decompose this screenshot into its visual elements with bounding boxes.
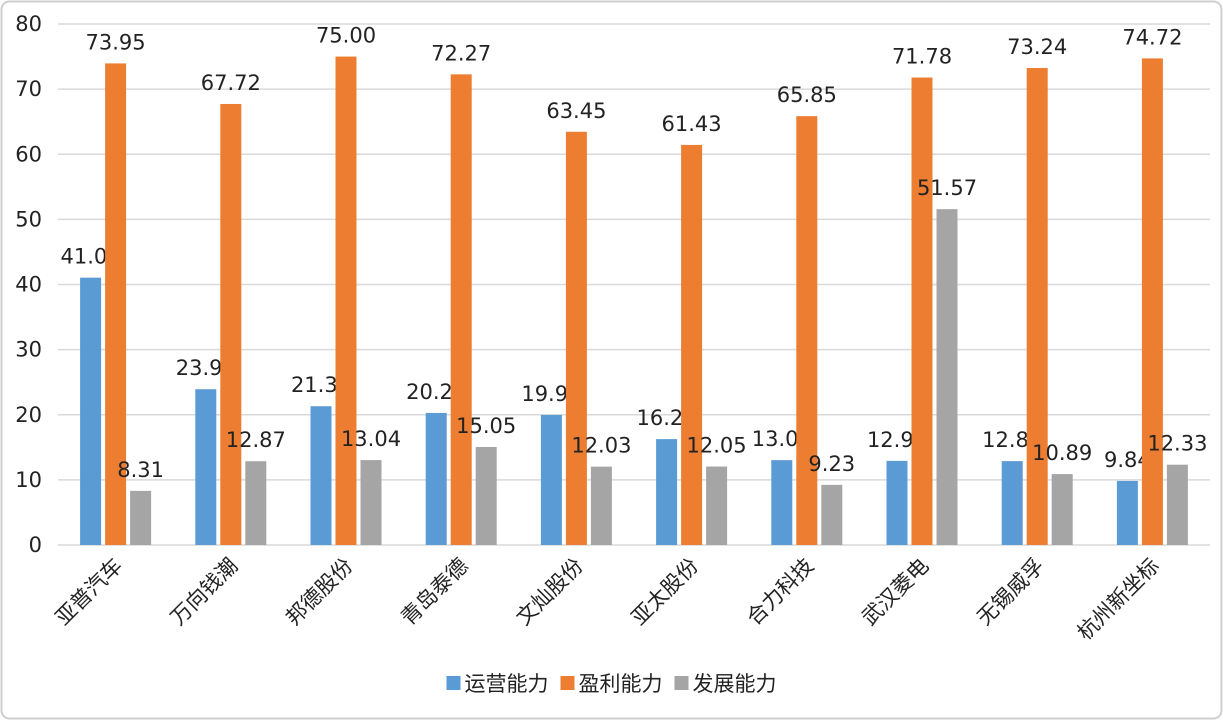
bar xyxy=(656,439,678,545)
bar xyxy=(796,116,818,545)
bar xyxy=(1166,464,1188,545)
y-tick-label: 10 xyxy=(15,468,42,492)
bar xyxy=(1001,461,1023,545)
y-tick-label: 80 xyxy=(15,12,42,36)
bar xyxy=(540,414,562,545)
data-label: 51.57 xyxy=(917,176,977,200)
legend-swatch xyxy=(560,676,575,690)
legend-label: 运营能力 xyxy=(465,672,549,696)
data-label: 73.24 xyxy=(1007,35,1067,59)
data-label: 74.72 xyxy=(1122,25,1182,49)
bar xyxy=(590,466,612,545)
bar xyxy=(425,412,447,545)
bar xyxy=(220,103,242,545)
y-tick-label: 30 xyxy=(15,338,42,362)
bar xyxy=(80,277,102,545)
data-label: 12.33 xyxy=(1147,432,1207,456)
bar xyxy=(245,461,267,545)
bar xyxy=(195,389,217,545)
y-tick-label: 40 xyxy=(15,273,42,297)
data-label: 61.43 xyxy=(662,112,722,136)
legend-swatch xyxy=(674,676,689,690)
legend-swatch xyxy=(446,676,461,690)
data-label: 67.72 xyxy=(201,71,261,95)
data-label: 8.31 xyxy=(117,458,164,482)
data-label: 65.85 xyxy=(777,83,837,107)
bar xyxy=(105,63,127,545)
data-label: 13.04 xyxy=(341,427,401,451)
bar xyxy=(821,484,843,545)
bar xyxy=(886,460,908,545)
bar xyxy=(335,56,357,545)
data-label: 15.05 xyxy=(456,414,516,438)
y-tick-label: 20 xyxy=(15,403,42,427)
legend-label: 发展能力 xyxy=(693,672,777,696)
bar xyxy=(1026,68,1048,545)
bar xyxy=(360,460,382,545)
y-tick-label: 0 xyxy=(29,533,42,557)
bar xyxy=(771,460,793,545)
bar xyxy=(450,74,472,546)
y-tick-label: 70 xyxy=(15,77,42,101)
data-label: 10.89 xyxy=(1032,441,1092,465)
data-label: 9.23 xyxy=(808,452,855,476)
bar xyxy=(1116,480,1138,545)
bar xyxy=(1051,474,1073,545)
data-label: 12.87 xyxy=(226,428,286,452)
legend-label: 盈利能力 xyxy=(579,672,663,696)
data-label: 73.95 xyxy=(86,30,146,54)
y-tick-label: 60 xyxy=(15,142,42,166)
bar xyxy=(1141,58,1163,546)
bar xyxy=(681,144,703,545)
data-label: 75.00 xyxy=(316,24,376,48)
data-label: 71.78 xyxy=(892,45,952,69)
bar xyxy=(936,209,958,545)
data-label: 63.45 xyxy=(546,99,606,123)
data-label: 12.03 xyxy=(571,434,631,458)
bar xyxy=(911,77,933,546)
bar xyxy=(565,131,587,546)
data-label: 12.05 xyxy=(687,434,747,458)
bar xyxy=(130,490,152,545)
data-label: 72.27 xyxy=(431,41,491,65)
y-tick-label: 50 xyxy=(15,207,42,231)
bar xyxy=(310,406,332,545)
legend: 运营能力 盈利能力 发展能力 xyxy=(446,672,777,696)
bar xyxy=(475,446,497,545)
bar xyxy=(706,466,728,545)
